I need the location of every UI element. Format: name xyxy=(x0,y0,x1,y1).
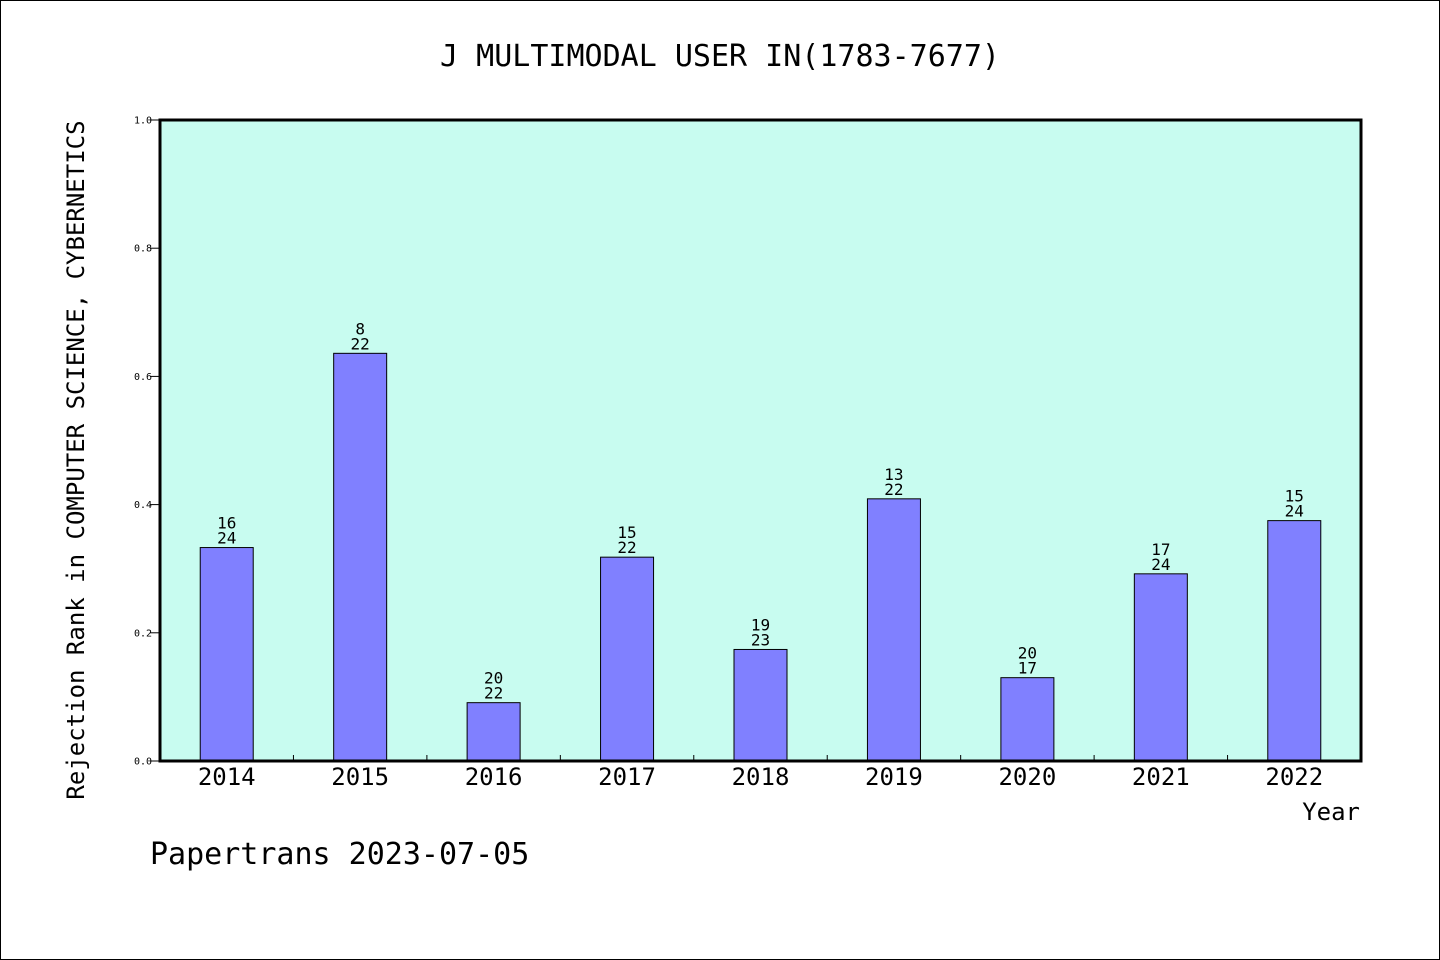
bar-2022 xyxy=(1267,520,1322,762)
bar-2021 xyxy=(1133,573,1188,762)
y-tick-label: 0.0 xyxy=(134,757,152,768)
bar-2019 xyxy=(866,498,921,762)
x-tick-label: 2019 xyxy=(865,763,923,791)
bar-2015 xyxy=(333,352,388,762)
bar-total-label: 22 xyxy=(484,684,503,703)
x-tick-label: 2022 xyxy=(1265,763,1323,791)
bar-rank-label: 19 xyxy=(751,615,770,634)
bar-total-label: 22 xyxy=(351,334,370,353)
bar-2020 xyxy=(1000,677,1055,762)
chart-title: J MULTIMODAL USER IN(1783-7677) xyxy=(440,39,1000,74)
x-axis-label: Year xyxy=(1302,798,1360,826)
bar-rank-label: 17 xyxy=(1151,540,1170,559)
bar-total-label: 24 xyxy=(1285,502,1304,521)
bar-rank-label: 20 xyxy=(484,669,503,688)
x-tick-label: 2020 xyxy=(998,763,1056,791)
x-tick-label: 2017 xyxy=(598,763,656,791)
y-axis-label: Rejection Rank in COMPUTER SCIENCE, CYBE… xyxy=(62,120,90,799)
bar-rank-label: 13 xyxy=(884,465,903,484)
bar-rank-label: 15 xyxy=(1285,487,1304,506)
bar-rank-label: 16 xyxy=(217,514,236,533)
x-tick-label: 2015 xyxy=(331,763,389,791)
bar-total-label: 17 xyxy=(1018,659,1037,678)
bar-total-label: 24 xyxy=(217,529,236,548)
x-tick-label: 2016 xyxy=(465,763,523,791)
bar-rank-label: 15 xyxy=(617,523,636,542)
y-tick-label: 1.0 xyxy=(134,116,152,127)
y-tick-label: 0.4 xyxy=(134,500,152,511)
y-tick-label: 0.6 xyxy=(134,372,152,383)
y-tick-label: 0.8 xyxy=(134,244,152,255)
x-tick-label: 2014 xyxy=(198,763,256,791)
bar-2018 xyxy=(733,648,788,762)
y-axis-ticks: 0.0 0.2 0.4 0.6 0.8 1.0 xyxy=(134,116,160,768)
plot-border xyxy=(158,118,1363,763)
x-tick-label: 2021 xyxy=(1132,763,1190,791)
y-tick-label: 0.2 xyxy=(134,628,152,639)
bar-total-label: 24 xyxy=(1151,555,1170,574)
bar-2016 xyxy=(466,702,521,762)
bar-2017 xyxy=(600,556,655,762)
bar-rank-label: 8 xyxy=(355,319,365,338)
bar-total-label: 22 xyxy=(617,538,636,557)
bars xyxy=(199,352,1322,762)
x-tick-label: 2018 xyxy=(732,763,790,791)
bar-total-label: 22 xyxy=(884,480,903,499)
footer-text: Papertrans 2023-07-05 xyxy=(150,837,529,872)
x-axis-ticks: 2014 2015 2016 2017 2018 2019 2020 2021 2022 xyxy=(198,755,1323,791)
bar-total-label: 23 xyxy=(751,630,770,649)
bar-2014 xyxy=(199,547,254,762)
bar-rank-label: 20 xyxy=(1018,644,1037,663)
